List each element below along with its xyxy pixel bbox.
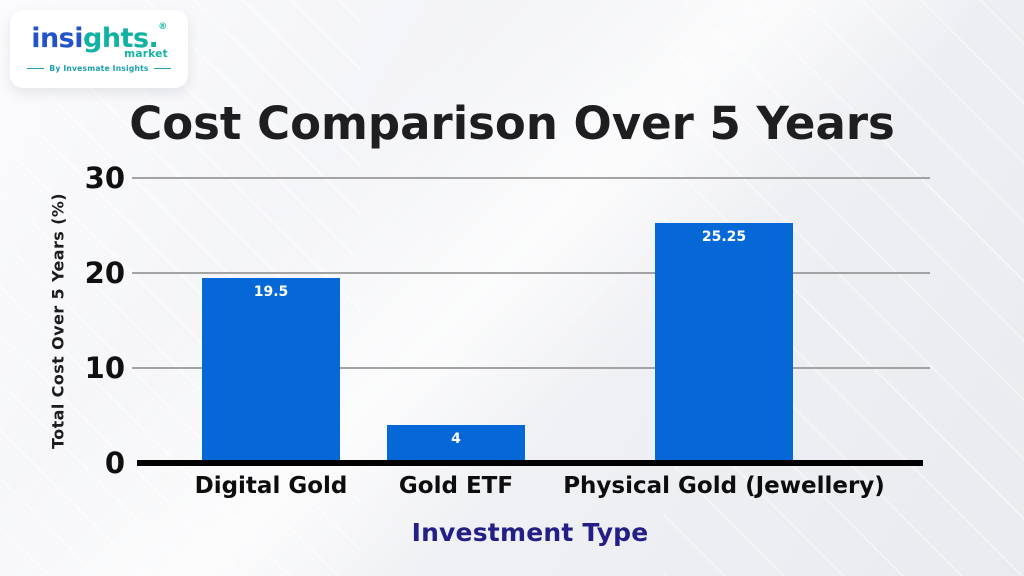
- x-category-label: Digital Gold: [194, 473, 348, 499]
- y-axis-title: Total Cost Over 5 Years (%): [48, 192, 68, 449]
- y-tick-label-0: 0: [104, 446, 125, 480]
- x-axis-baseline: [137, 460, 923, 466]
- y-tick-label-10: 10: [84, 351, 125, 385]
- registered-trademark-icon: ®: [158, 22, 167, 33]
- brand-wordmark: insights.®: [31, 22, 167, 55]
- tagline-text: By Invesmate Insights: [49, 63, 149, 73]
- brand-tagline: By Invesmate Insights: [27, 63, 171, 73]
- x-category-label: Physical Gold (Jewellery): [563, 473, 885, 499]
- bar-gold-etf: 4: [387, 425, 525, 463]
- y-tick-label-20: 20: [84, 256, 125, 290]
- x-axis-title: Investment Type: [411, 518, 649, 547]
- tagline-dash-left: [27, 68, 45, 70]
- brand-logo: insights.® market By Invesmate Insights: [10, 10, 188, 88]
- bar-digital-gold: 19.5: [202, 277, 340, 463]
- plot-area: 0 10 20 30 19.5 Digital Gold 4 Gold ETF 25.25 Phy…: [85, 163, 930, 499]
- bar-value-label: 4: [451, 431, 461, 447]
- bar-value-label: 19.5: [253, 283, 289, 300]
- brand-submark: market: [124, 48, 168, 61]
- brand-wordmark-secondary: ghts.: [83, 23, 159, 55]
- y-tick-label-30: 30: [84, 161, 125, 195]
- bar-value-label: 25.25: [701, 229, 747, 246]
- bar-physical-gold-jewellery: 25.25: [655, 223, 793, 463]
- gridline-30: [132, 177, 930, 179]
- chart-title: Cost Comparison Over 5 Years: [129, 97, 895, 150]
- tagline-dash-right: [153, 68, 171, 70]
- x-category-label: Gold ETF: [398, 473, 514, 499]
- gridline-20: [132, 272, 930, 274]
- brand-wordmark-primary: insi: [31, 23, 83, 55]
